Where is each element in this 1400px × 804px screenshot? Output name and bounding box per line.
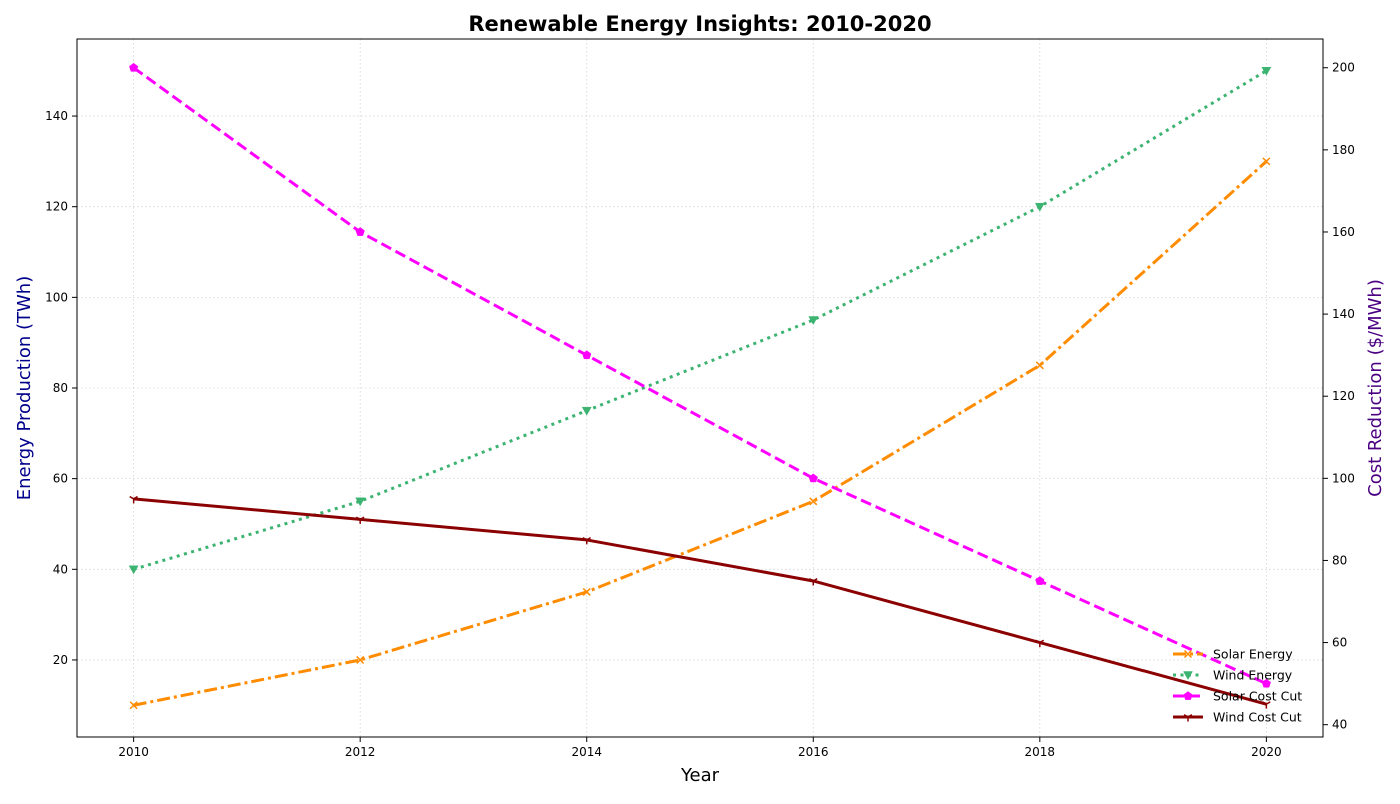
- axes-layer: 2010 2012 2014 2016 2018 20202040608010012014…: [45, 38, 1355, 759]
- y-tick-label-right: 100: [1332, 471, 1355, 485]
- data-point: [355, 497, 366, 507]
- x-tick-label: 2018: [1025, 745, 1056, 759]
- series-wind-cost-cut: [129, 495, 1271, 709]
- legend-item: Solar Cost Cut: [1173, 689, 1302, 704]
- data-point: [809, 497, 818, 506]
- series-line: [133, 160, 1268, 707]
- y-tick-label-right: 180: [1332, 143, 1355, 157]
- data-point: [129, 495, 138, 504]
- legend-label: Solar Energy: [1213, 647, 1293, 662]
- grid-layer: [77, 39, 1323, 737]
- x-tick-label: 2020: [1251, 745, 1282, 759]
- y-tick-label-left: 40: [53, 562, 68, 576]
- series-line: [133, 69, 1268, 571]
- y-tick-label-left: 100: [45, 290, 68, 304]
- data-point: [1262, 157, 1271, 166]
- legend-marker: [1183, 714, 1193, 722]
- data-point: [1261, 66, 1272, 76]
- legend-label: Solar Cost Cut: [1213, 689, 1302, 704]
- data-point: [582, 587, 591, 596]
- y-tick-label-left: 20: [53, 653, 68, 667]
- data-point: [129, 701, 138, 710]
- series-solar-energy: [129, 157, 1271, 710]
- data-point: [1261, 678, 1271, 688]
- legend-label: Wind Energy: [1213, 668, 1293, 683]
- y-tick-label-right: 120: [1332, 389, 1355, 403]
- series-wind-energy: [128, 66, 1272, 575]
- data-point: [808, 316, 819, 326]
- y-tick-label-right: 40: [1332, 718, 1347, 732]
- y-tick-label-right: 60: [1332, 636, 1347, 650]
- series-line: [132, 66, 1267, 685]
- x-tick-label: 2012: [345, 745, 376, 759]
- plot-frame: [76, 38, 1324, 738]
- y-tick-label-left: 80: [53, 381, 68, 395]
- legend-item: Solar Energy: [1173, 647, 1293, 662]
- y-axis-title-left: Energy Production (TWh): [14, 276, 35, 500]
- legend-marker: [1183, 691, 1193, 700]
- x-tick-label: 2010: [118, 745, 149, 759]
- data-point: [356, 655, 365, 664]
- series-line: [133, 497, 1267, 706]
- chart-title: Renewable Energy Insights: 2010-2020: [468, 12, 931, 36]
- legend-marker: [1183, 671, 1193, 681]
- y-tick-label-right: 200: [1332, 61, 1355, 75]
- series-solar-cost-cut: [129, 62, 1271, 688]
- y-tick-label-right: 140: [1332, 307, 1355, 321]
- data-point: [1035, 639, 1045, 648]
- y-tick-label-right: 80: [1332, 553, 1347, 567]
- x-tick-label: 2014: [571, 745, 602, 759]
- legend: Solar Energy Wind Energy Solar Cost Cut Win…: [1173, 647, 1302, 725]
- legend-marker: [1183, 649, 1193, 659]
- y-tick-label-left: 120: [45, 200, 68, 214]
- legend-item: Wind Energy: [1173, 668, 1293, 683]
- data-point: [808, 473, 818, 483]
- data-point: [582, 536, 592, 545]
- data-point: [581, 406, 592, 416]
- y-tick-label-left: 60: [53, 472, 68, 486]
- data-point: [355, 516, 365, 524]
- series-layer: [128, 62, 1272, 710]
- data-point: [1034, 202, 1045, 212]
- data-point: [1035, 576, 1045, 585]
- data-point: [1262, 701, 1271, 709]
- x-axis-title: Year: [680, 765, 720, 786]
- data-point: [582, 350, 592, 360]
- legend-label: Wind Cost Cut: [1213, 710, 1302, 725]
- legend-item: Wind Cost Cut: [1173, 710, 1302, 725]
- data-point: [128, 565, 139, 575]
- data-point: [129, 62, 139, 72]
- y-tick-label-left: 140: [45, 109, 68, 123]
- data-point: [808, 578, 818, 586]
- y-tick-label-right: 160: [1332, 225, 1355, 239]
- data-point: [1035, 361, 1044, 370]
- data-point: [355, 227, 365, 236]
- y-axis-title-right: Cost Reduction ($/MWh): [1365, 279, 1386, 497]
- x-tick-label: 2016: [798, 745, 829, 759]
